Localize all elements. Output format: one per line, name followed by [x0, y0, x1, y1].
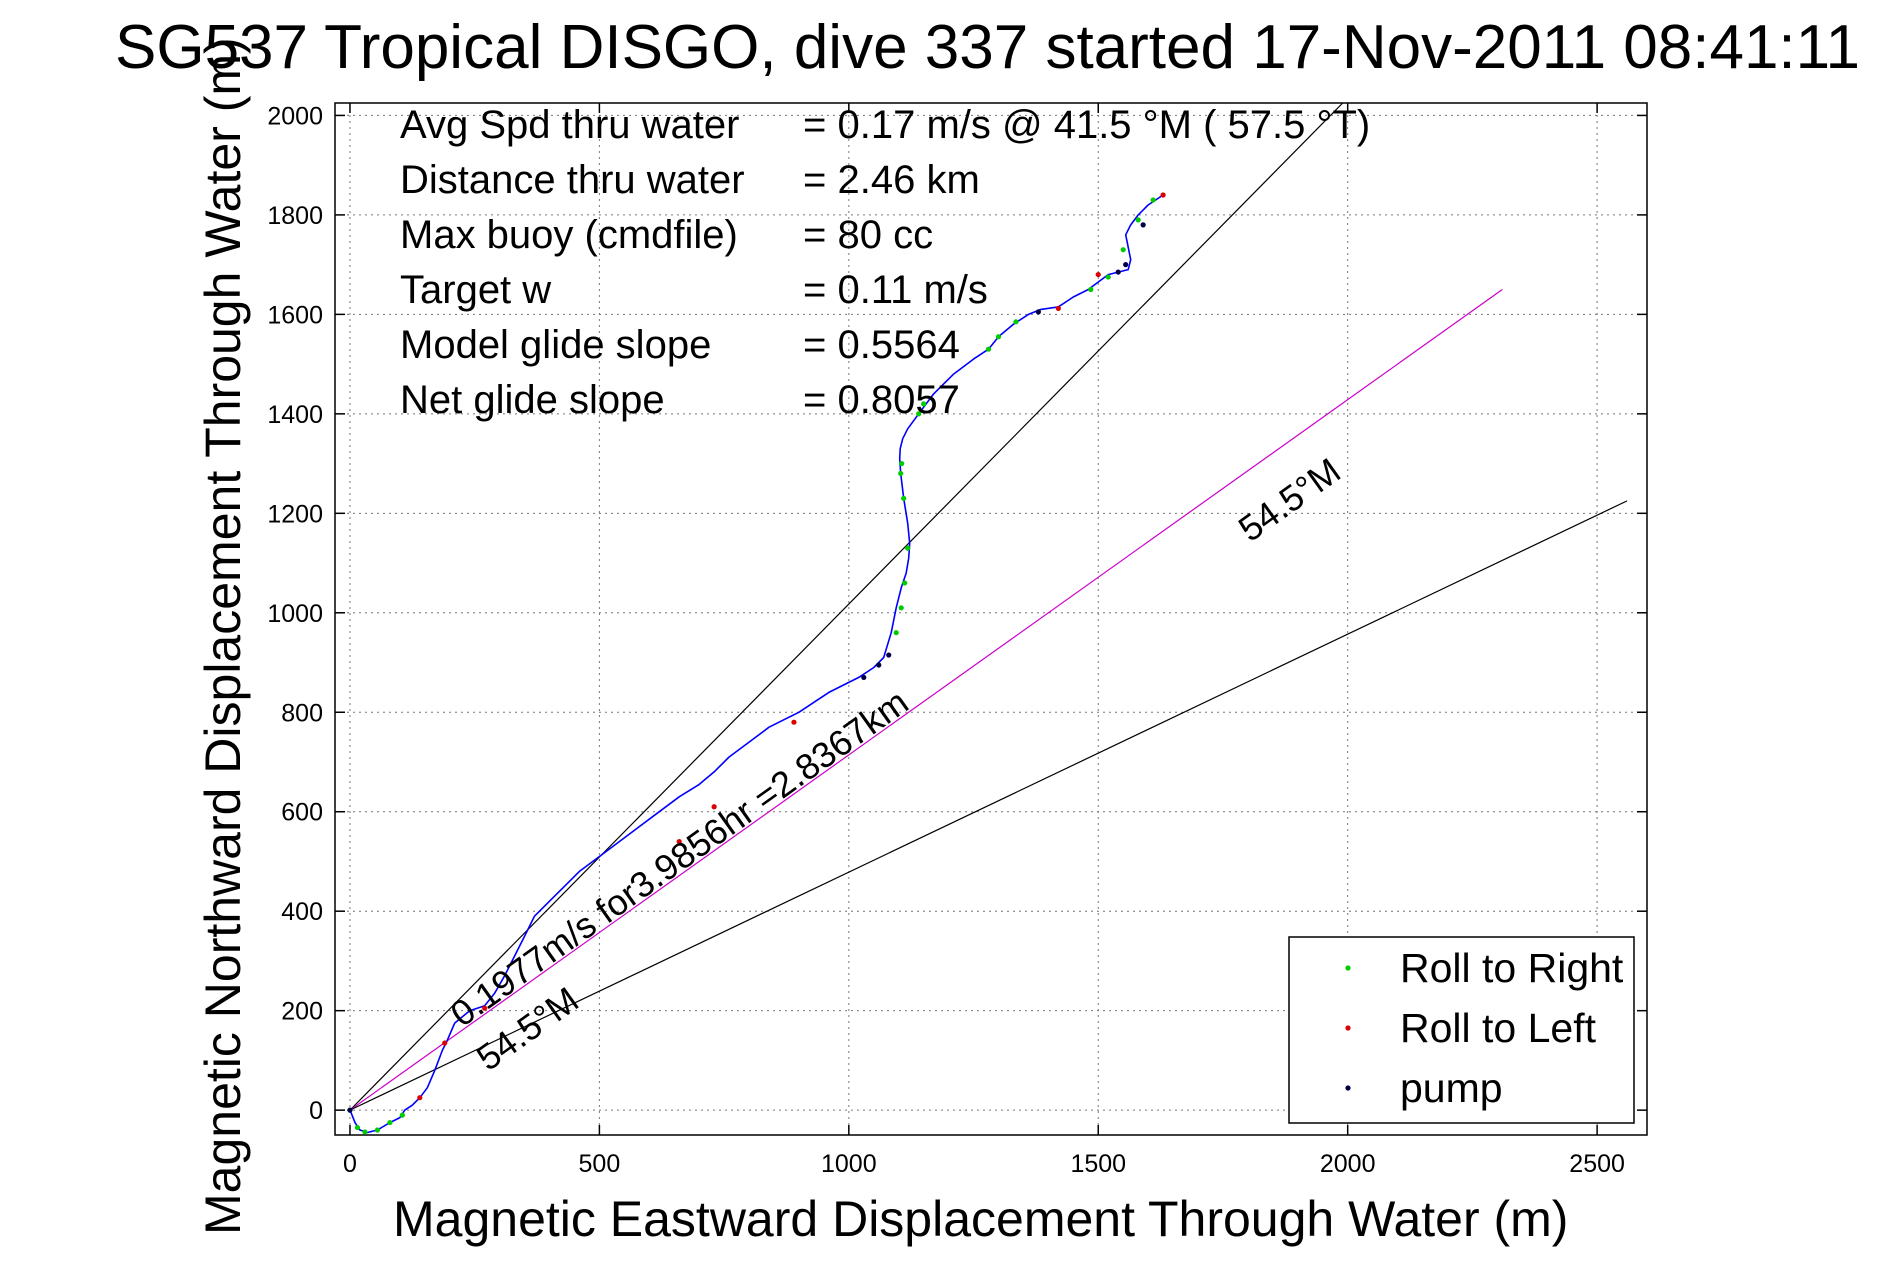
pump-point	[1140, 222, 1146, 228]
legend-label: Roll to Left	[1400, 1005, 1597, 1051]
pump-point	[1035, 309, 1041, 315]
legend-marker	[1345, 1025, 1351, 1031]
y-tick-label: 800	[281, 699, 323, 727]
y-tick-label: 0	[309, 1097, 323, 1125]
x-axis-label: Magnetic Eastward Displacement Through W…	[393, 1191, 1568, 1247]
pump-point	[861, 674, 867, 681]
pump-point	[1115, 269, 1121, 275]
roll-to-right-point	[898, 605, 904, 611]
y-tick-label: 200	[281, 998, 323, 1026]
roll-to-right-point	[901, 495, 907, 501]
info-label: Target w	[400, 268, 551, 312]
info-value: = 2.46 km	[803, 158, 980, 202]
legend-label: pump	[1400, 1065, 1503, 1111]
roll-to-right-point	[905, 545, 911, 551]
roll-to-left-point	[1055, 305, 1061, 312]
roll-to-left-point	[442, 1040, 448, 1046]
pump-point	[886, 652, 892, 658]
roll-to-left-point	[417, 1095, 423, 1101]
x-tick-label: 2000	[1320, 1150, 1376, 1178]
roll-to-left-point	[791, 719, 797, 725]
info-label: Max buoy (cmdfile)	[400, 213, 738, 257]
reference-line-lower-bound	[349, 500, 1628, 1111]
legend: Roll to Right Roll to Left pump	[1288, 936, 1635, 1124]
info-value: = 0.11 m/s	[803, 268, 988, 312]
pump-point	[347, 1107, 353, 1113]
roll-to-right-point	[374, 1127, 381, 1133]
info-value: = 0.17 m/s @ 41.5 °M ( 57.5 °T)	[803, 103, 1370, 147]
pump-point	[876, 662, 882, 668]
y-tick-label: 600	[281, 799, 323, 827]
pump-point	[1123, 262, 1129, 268]
roll-to-right-point	[893, 630, 899, 636]
y-tick-label: 1200	[267, 500, 323, 528]
y-axis-label: Magnetic Northward Displacement Through …	[195, 37, 251, 1235]
axis-ticks: 0 500 1000 1500 2000 2500 0 200 400 600 800 1000 120…	[267, 102, 1647, 1178]
x-tick-label: 1500	[1070, 1150, 1126, 1178]
legend-label: Roll to Right	[1400, 945, 1624, 991]
roll-to-right-point	[1088, 286, 1094, 293]
y-tick-label: 400	[281, 898, 323, 926]
legend-marker	[1345, 965, 1351, 971]
x-tick-label: 1000	[821, 1150, 877, 1178]
roll-to-right-point	[387, 1119, 393, 1126]
info-value: = 0.5564	[803, 323, 960, 367]
legend-marker	[1345, 1085, 1351, 1091]
roll-to-left-point	[482, 1005, 488, 1011]
roll-to-left-point	[676, 838, 682, 845]
marker-series	[347, 192, 1166, 1135]
y-tick-label: 2000	[267, 102, 323, 130]
roll-to-right-point	[921, 401, 927, 407]
info-label: Net glide slope	[400, 378, 665, 422]
roll-to-right-point	[1105, 274, 1111, 280]
roll-to-right-point	[995, 334, 1002, 340]
y-tick-label: 1400	[267, 401, 323, 429]
roll-to-right-point	[399, 1112, 405, 1118]
info-label: Distance thru water	[400, 158, 745, 202]
reference-lines	[349, 102, 1628, 1111]
roll-to-right-point	[985, 346, 992, 352]
y-tick-label: 1600	[267, 301, 323, 329]
roll-to-left-point	[711, 804, 717, 810]
info-label: Avg Spd thru water	[400, 103, 739, 147]
roll-to-right-point	[899, 460, 905, 467]
roll-to-right-point	[898, 470, 904, 477]
roll-to-left-point	[1095, 271, 1101, 278]
reference-line-upper-bound	[349, 102, 1344, 1111]
x-tick-label: 500	[579, 1150, 621, 1178]
roll-to-right-point	[354, 1124, 361, 1131]
roll-to-right-point	[362, 1129, 368, 1135]
info-value: = 0.8057	[803, 378, 960, 422]
x-tick-label: 2500	[1569, 1150, 1625, 1178]
roll-to-right-point	[1013, 319, 1019, 325]
info-label: Model glide slope	[400, 323, 711, 367]
roll-to-right-point	[1120, 247, 1126, 253]
roll-to-right-point	[902, 580, 908, 586]
reference-line-heading-line	[349, 289, 1503, 1111]
info-value: = 80 cc	[803, 213, 933, 257]
y-tick-label: 1800	[267, 202, 323, 230]
roll-to-right-point	[1150, 197, 1156, 203]
roll-to-right-point	[916, 411, 922, 417]
info-block: Avg Spd thru water = 0.17 m/s @ 41.5 °M (…	[400, 103, 1370, 422]
roll-to-left-point	[1160, 192, 1166, 198]
roll-to-right-point	[1135, 217, 1141, 223]
y-tick-label: 1000	[267, 600, 323, 628]
chart-title: SG537 Tropical DISGO, dive 337 started 1…	[115, 13, 1860, 82]
x-tick-label: 0	[343, 1150, 357, 1178]
